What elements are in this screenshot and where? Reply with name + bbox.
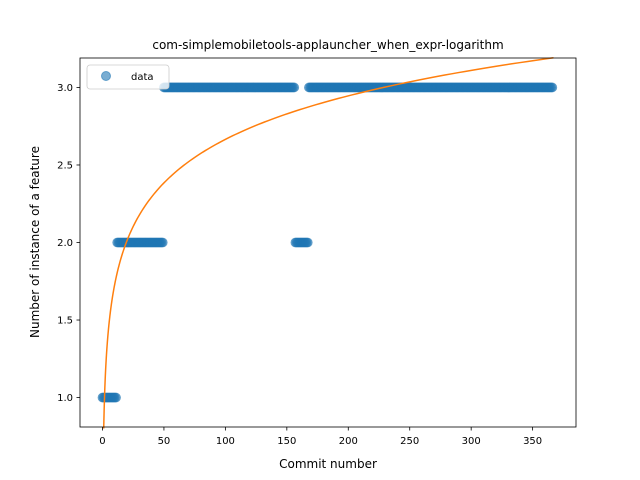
data-point: [111, 392, 121, 403]
y-tick-label: 2.5: [57, 160, 73, 171]
x-tick-label: 0: [99, 436, 105, 447]
y-tick-label: 1.0: [57, 393, 73, 404]
x-axis-title: Commit number: [279, 457, 377, 471]
plot-area: [97, 56, 558, 429]
y-tick-label: 1.5: [57, 316, 73, 327]
plot-frame: [79, 57, 577, 428]
x-axis-ticks: 0 50 100 150 200 250 300 350: [99, 427, 542, 447]
legend-marker-data: [101, 71, 111, 81]
x-tick-label: 300: [462, 436, 481, 447]
data-point: [289, 82, 300, 93]
x-tick-label: 50: [158, 436, 171, 447]
legend-label-data: data: [131, 72, 154, 83]
data-point: [157, 237, 168, 248]
legend: data: [86, 64, 170, 90]
fit-line: [102, 56, 554, 429]
y-tick-label: 3.0: [57, 83, 73, 94]
x-tick-label: 250: [400, 436, 419, 447]
x-tick-label: 350: [523, 436, 542, 447]
y-tick-label: 2.0: [57, 238, 73, 249]
data-point: [302, 237, 313, 248]
chart-title: com-simplemobiletools-applauncher_when_e…: [152, 38, 503, 52]
x-tick-label: 200: [339, 436, 358, 447]
legend-box: [86, 64, 170, 90]
x-tick-label: 100: [216, 436, 235, 447]
y-axis-title: Number of instance of a feature: [28, 146, 42, 338]
y-axis-ticks: 1.0 1.5 2.0 2.5 3.0: [57, 83, 80, 404]
x-tick-label: 150: [277, 436, 296, 447]
data-point: [547, 82, 558, 93]
